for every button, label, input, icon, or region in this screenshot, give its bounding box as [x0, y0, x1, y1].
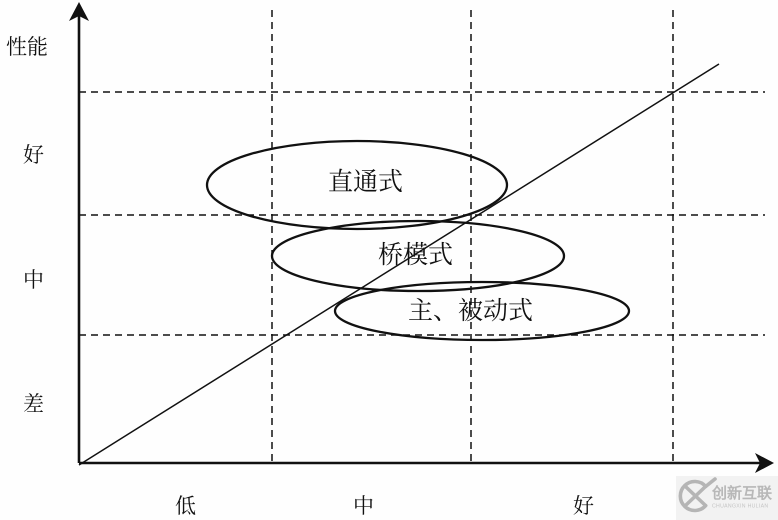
- svg-text:CHUANGXIN HULIAN: CHUANGXIN HULIAN: [712, 504, 768, 510]
- svg-text:创新互联: 创新互联: [711, 484, 773, 502]
